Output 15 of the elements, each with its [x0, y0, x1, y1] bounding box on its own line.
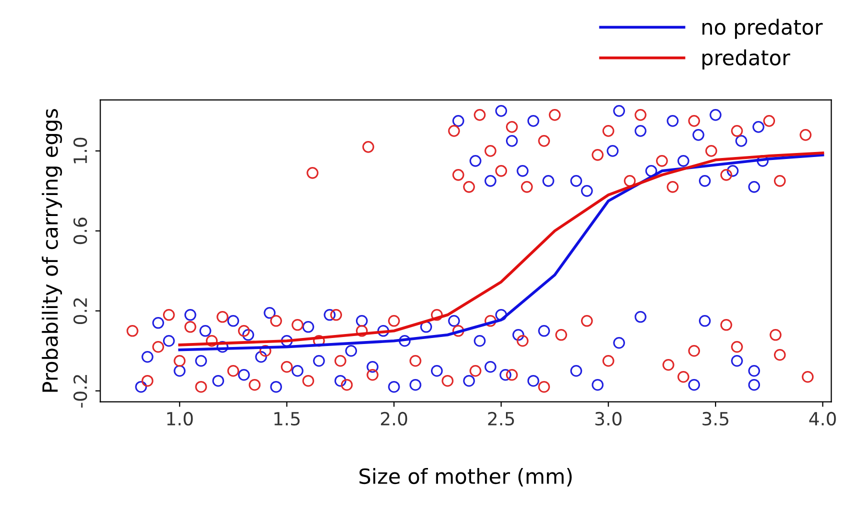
y-axis-title: Probability of carrying eggs: [42, 109, 62, 392]
legend-label: predator: [702, 49, 790, 70]
x-axis-title: Size of mother (mm): [360, 468, 572, 487]
y-tick-label: 0.6: [73, 218, 88, 244]
y-tick-label: 1.0: [73, 138, 88, 164]
x-tick-label: 4.0: [809, 412, 836, 426]
x-tick-label: 2.5: [488, 412, 514, 426]
x-tick-label: 3.5: [702, 412, 728, 426]
x-tick-label: 3.0: [595, 412, 622, 426]
x-tick-label: 1.0: [167, 412, 193, 426]
y-tick-label: -0.2: [73, 375, 88, 408]
x-tick-label: 1.5: [274, 412, 300, 426]
legend-label: no predator: [702, 18, 823, 39]
x-tick-label: 2.0: [380, 412, 408, 426]
y-tick-label: 0.2: [73, 298, 88, 324]
